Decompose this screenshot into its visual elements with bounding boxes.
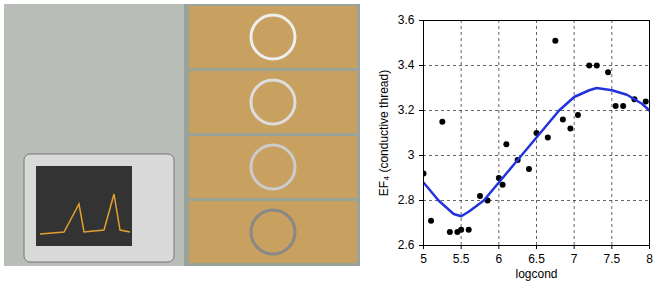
svg-text:3.6: 3.6 — [398, 13, 415, 27]
svg-text:logcond: logcond — [515, 267, 557, 281]
svg-text:5.5: 5.5 — [453, 252, 470, 266]
svg-text:6.5: 6.5 — [528, 252, 545, 266]
svg-text:3.4: 3.4 — [398, 58, 415, 72]
svg-text:3: 3 — [408, 148, 415, 162]
svg-text:2.8: 2.8 — [398, 193, 415, 207]
svg-text:8: 8 — [646, 252, 653, 266]
svg-text:3.2: 3.2 — [398, 103, 415, 117]
svg-text:EF₄ (conductive thread): EF₄ (conductive thread) — [377, 70, 391, 196]
svg-text:5: 5 — [420, 252, 427, 266]
svg-text:7: 7 — [571, 252, 578, 266]
svg-text:6: 6 — [495, 252, 502, 266]
svg-text:2.6: 2.6 — [398, 238, 415, 252]
svg-text:7.5: 7.5 — [603, 252, 620, 266]
